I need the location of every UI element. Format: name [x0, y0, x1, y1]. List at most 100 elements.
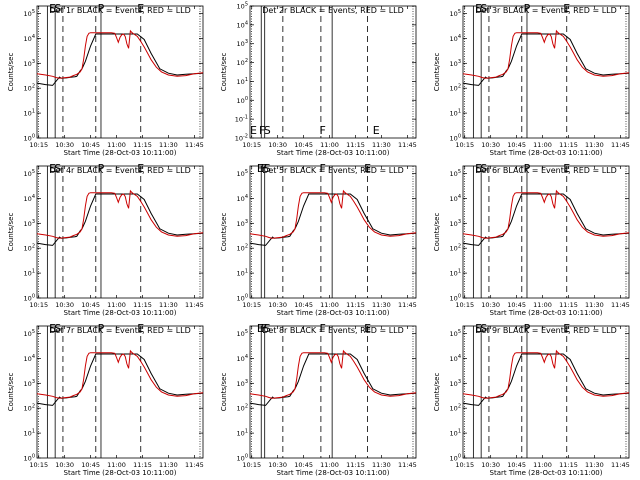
event-marker-label: P — [98, 2, 105, 15]
y-tick-label: 104 — [237, 20, 248, 29]
y-tick-label: 102 — [450, 244, 461, 253]
y-tick-label: 102 — [237, 404, 248, 413]
detector-plot-5: 10:15 10:30 10:45 11:00 11:15 11:30 11:45 100 10… — [220, 162, 417, 317]
y-tick-label: 101 — [237, 77, 248, 86]
y-tick-label: 103 — [237, 39, 248, 48]
x-tick-label: 11:15 — [559, 301, 578, 309]
y-tick-label: 103 — [237, 379, 248, 388]
x-tick-label: 10:30 — [268, 141, 287, 149]
x-tick-label: 11:15 — [133, 461, 152, 469]
plot-title: Det 7r BLACK = Events, RED = LLD — [49, 326, 191, 335]
y-axis-label: Counts/sec — [7, 213, 15, 252]
y-tick-label: 100 — [24, 294, 35, 303]
y-tick-label: 104 — [24, 34, 35, 43]
event-marker-label: E — [563, 322, 570, 335]
detector-plot-7: 10:15 10:30 10:45 11:00 11:15 11:30 11:45 100 10… — [7, 322, 204, 477]
event-marker-label: S — [480, 162, 487, 175]
plot-frame — [462, 165, 630, 299]
x-tick-label: 11:30 — [159, 301, 178, 309]
x-tick-label: 10:45 — [507, 461, 526, 469]
y-tick-label: 102 — [24, 84, 35, 93]
x-tick-label: 11:45 — [185, 461, 204, 469]
plot-title: Det 9r BLACK = Events, RED = LLD — [475, 326, 617, 335]
y-tick-label: 100 — [237, 454, 248, 463]
lld-series-line — [249, 189, 417, 239]
x-tick-label: 11:45 — [185, 301, 204, 309]
x-tick-label: 10:30 — [268, 301, 287, 309]
x-tick-label: 10:45 — [507, 141, 526, 149]
y-tick-label: 101 — [24, 429, 35, 438]
y-tick-label: 105 — [237, 2, 248, 11]
event-marker-label: F — [319, 162, 325, 175]
y-tick-label: 105 — [237, 329, 248, 338]
y-tick-label: 102 — [24, 404, 35, 413]
x-tick-label: 11:30 — [372, 461, 391, 469]
y-tick-label: 100 — [237, 294, 248, 303]
y-tick-label: 105 — [450, 169, 461, 178]
x-tick-label: 11:30 — [585, 141, 604, 149]
event-marker-label: E — [137, 2, 144, 15]
y-tick-label: 101 — [450, 269, 461, 278]
y-tick-label: 10-1 — [235, 115, 248, 124]
event-marker-label: E — [373, 124, 380, 137]
x-tick-label: 10:15 — [242, 461, 261, 469]
event-marker-label: E — [137, 322, 144, 335]
lld-series-line — [462, 189, 630, 239]
event-marker-label: E — [49, 162, 56, 175]
x-tick-label: 10:15 — [242, 301, 261, 309]
y-tick-label: 101 — [24, 109, 35, 118]
plot-frame — [36, 165, 204, 299]
x-tick-label: 11:15 — [559, 141, 578, 149]
x-tick-label: 11:30 — [372, 141, 391, 149]
plot-title: Det 5r BLACK = Events, RED = LLD — [262, 166, 404, 175]
y-tick-label: 105 — [237, 169, 248, 178]
y-axis-label: Counts/sec — [220, 213, 228, 252]
y-tick-label: 104 — [237, 354, 248, 363]
plot-frame — [36, 325, 204, 459]
y-tick-label: 101 — [237, 429, 248, 438]
y-tick-label: 105 — [24, 329, 35, 338]
x-tick-label: 11:30 — [159, 461, 178, 469]
x-tick-label: 10:15 — [29, 461, 48, 469]
event-marker-label: P — [524, 162, 531, 175]
lld-series-line — [249, 349, 417, 399]
x-tick-label: 10:15 — [29, 301, 48, 309]
event-marker-label: E — [250, 124, 257, 137]
y-axis-label: Counts/sec — [433, 213, 441, 252]
y-tick-label: 100 — [450, 134, 461, 143]
x-tick-label: 11:15 — [346, 141, 365, 149]
x-tick-label: 11:45 — [398, 141, 417, 149]
x-tick-label: 11:00 — [533, 461, 552, 469]
x-axis-label: Start Time (28-Oct-03 10:11:00) — [277, 309, 390, 317]
plot-frame — [462, 325, 630, 459]
x-tick-label: 11:30 — [159, 141, 178, 149]
x-tick-label: 10:30 — [481, 301, 500, 309]
event-marker-label: S — [480, 322, 487, 335]
x-tick-label: 11:00 — [320, 461, 339, 469]
y-tick-label: 104 — [450, 194, 461, 203]
y-tick-label: 104 — [450, 354, 461, 363]
x-tick-label: 11:45 — [185, 141, 204, 149]
x-tick-label: 10:15 — [29, 141, 48, 149]
event-marker-label: E — [475, 322, 482, 335]
y-tick-label: 105 — [450, 329, 461, 338]
event-marker-label: P — [524, 2, 531, 15]
x-tick-label: 11:30 — [372, 301, 391, 309]
x-tick-label: 11:45 — [398, 461, 417, 469]
y-tick-label: 101 — [450, 109, 461, 118]
x-tick-label: 10:15 — [455, 301, 474, 309]
detector-plot-2: 10:15 10:30 10:45 11:00 11:15 11:30 11:45 10-2 1… — [220, 2, 417, 158]
plot-frame — [249, 5, 417, 139]
x-tick-label: 11:15 — [346, 461, 365, 469]
y-tick-label: 104 — [237, 194, 248, 203]
x-tick-label: 11:45 — [398, 301, 417, 309]
y-tick-label: 102 — [237, 244, 248, 253]
x-tick-label: 10:30 — [55, 461, 74, 469]
detector-plot-9: 10:15 10:30 10:45 11:00 11:15 11:30 11:45 100 10… — [433, 322, 630, 477]
y-tick-label: 100 — [24, 134, 35, 143]
y-tick-label: 100 — [450, 294, 461, 303]
y-axis-label: Counts/sec — [7, 373, 15, 412]
detector-plot-1: 10:15 10:30 10:45 11:00 11:15 11:30 11:45 100 10… — [7, 2, 204, 157]
x-tick-label: 11:15 — [346, 301, 365, 309]
x-tick-label: 11:00 — [107, 141, 126, 149]
